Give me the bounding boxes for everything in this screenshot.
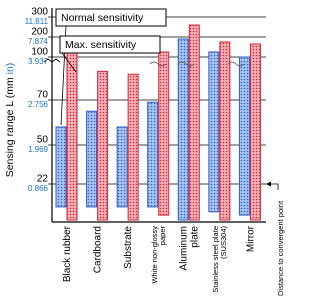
y-tick-label-inch: 2.756 bbox=[28, 100, 49, 109]
bar bbox=[238, 56, 250, 216]
y-tick-label: 100 bbox=[31, 47, 48, 58]
y-tick-label-inch: 1.969 bbox=[28, 145, 49, 154]
x-tick-label: plate bbox=[190, 226, 201, 248]
bar-break bbox=[149, 61, 245, 67]
y-axis-label: Sensing range L (mm in) bbox=[4, 63, 16, 178]
y-unit-mm: (mm bbox=[4, 77, 16, 98]
x-tick-label: Cardboard bbox=[92, 226, 103, 273]
bar bbox=[97, 70, 109, 221]
bar bbox=[158, 51, 170, 216]
y-label-text: Sensing range L bbox=[4, 101, 16, 178]
annotation: Distance to convergent point bbox=[276, 200, 285, 296]
legend-box bbox=[59, 35, 161, 54]
bar bbox=[249, 43, 261, 221]
y-tick-label-inch: 7.874 bbox=[28, 37, 49, 46]
x-tick-label: Mirror bbox=[245, 225, 256, 252]
x-tick-label: Black rubber bbox=[62, 225, 73, 282]
chart: Sensing range L (mm in) Normal sensitivi… bbox=[4, 7, 285, 296]
bar bbox=[147, 101, 159, 208]
bar bbox=[55, 126, 67, 208]
x-tick-label: White non-glossy bbox=[150, 226, 159, 284]
bars bbox=[55, 24, 261, 221]
bar bbox=[116, 126, 128, 208]
x-tick-label: Substrate bbox=[123, 226, 134, 269]
legend-label: Max. sensitivity bbox=[65, 39, 137, 51]
y-tick-label-inch: 11.811 bbox=[25, 17, 49, 26]
y-unit-in: in) bbox=[4, 63, 16, 75]
x-tick-label: Stainless steel plate bbox=[211, 226, 220, 293]
y-tick-label: 50 bbox=[37, 135, 49, 146]
legend: Normal sensitivity Max. sensitivity bbox=[55, 8, 167, 126]
y-tick-label: 70 bbox=[37, 90, 49, 101]
x-tick-label: (SUS304) bbox=[219, 226, 228, 259]
x-tick-label: paper bbox=[158, 226, 167, 246]
legend-label: Normal sensitivity bbox=[61, 12, 144, 24]
bar bbox=[66, 51, 78, 221]
x-tick-label: Aluminum bbox=[179, 226, 190, 270]
bar bbox=[177, 38, 189, 221]
y-tick-label-inch: 3.937 bbox=[28, 57, 49, 66]
y-tick-label: 22 bbox=[37, 174, 49, 185]
y-tick-label-inch: 0.866 bbox=[28, 184, 49, 193]
arrow-head bbox=[266, 181, 271, 187]
bar bbox=[188, 24, 200, 221]
bar bbox=[86, 110, 98, 208]
bar bbox=[208, 51, 220, 213]
bar bbox=[127, 73, 139, 221]
leader-line bbox=[61, 52, 77, 73]
y-tick-label: 300 bbox=[31, 7, 48, 18]
legend-box bbox=[55, 8, 167, 27]
axis-break bbox=[43, 58, 61, 63]
bar bbox=[219, 41, 231, 221]
y-tick-label: 200 bbox=[31, 27, 48, 38]
